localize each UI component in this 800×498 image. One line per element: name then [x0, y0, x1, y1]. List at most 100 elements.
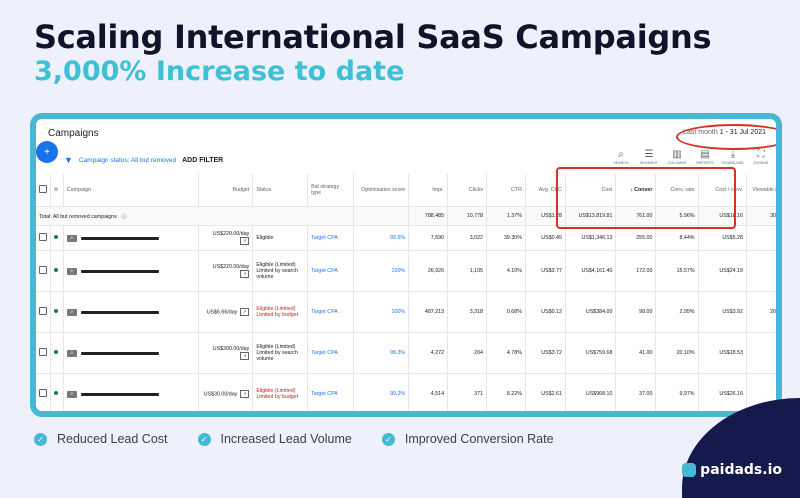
row-status-cell [50, 225, 64, 251]
row-status-cell [50, 291, 64, 333]
cost-cell: US$1,346.13 [565, 225, 617, 251]
campaign-cell[interactable]: ⌕ [63, 250, 199, 292]
conv-rate-cell: 2.95% [655, 291, 699, 333]
col-clicks[interactable]: Clicks [447, 174, 487, 207]
redacted-campaign-name [80, 392, 159, 396]
status-dot-header [50, 174, 64, 207]
row-checkbox[interactable] [39, 307, 47, 315]
optimisation-cell[interactable]: 99.3% [353, 332, 410, 374]
table-row[interactable]: ⌕ US$6.66/day ↗ Eligible (Limited) Limite… [36, 291, 776, 333]
date-highlight-ellipse [676, 124, 776, 150]
campaign-cell[interactable]: ⌕ [63, 291, 199, 333]
cost-conv-cell: US$3.92 [698, 291, 747, 333]
segment-tool-button[interactable]: ☰ SEGMENT [638, 149, 660, 165]
budget-value: US$220.00/day [212, 264, 250, 270]
optimisation-cell[interactable]: 100% [353, 250, 410, 292]
benefit-label: Reduced Lead Cost [57, 432, 168, 446]
chart-icon[interactable]: ↗ [240, 352, 250, 360]
cost-conv-cell: US$5.28 [698, 225, 747, 251]
impr-cell: 7,690 [408, 225, 449, 251]
bid-strategy-cell[interactable]: Target CPA [307, 225, 355, 251]
optimisation-cell[interactable]: 99.2% [353, 373, 410, 411]
col-conversions[interactable]: ↓ Conver [615, 174, 657, 207]
col-status[interactable]: Status [252, 174, 309, 207]
conv-rate-cell: 8.44% [655, 225, 699, 251]
row-status-cell [50, 250, 64, 292]
columns-tool-button[interactable]: ▥ COLUMNS [666, 149, 688, 165]
download-tool-button[interactable]: ⤓ DOWNLOAD [722, 149, 744, 165]
row-select-cell[interactable] [36, 373, 52, 411]
campaign-cell[interactable]: ⌕ [63, 373, 199, 411]
total-cpc: US$1.28 [525, 206, 566, 226]
chart-icon[interactable]: ↗ [240, 308, 250, 316]
budget-value: US$30.00/day [203, 391, 238, 398]
row-checkbox[interactable] [39, 389, 47, 397]
benefits-list: ✓ Reduced Lead Cost ✓ Increased Lead Vol… [34, 432, 554, 446]
campaign-cell[interactable]: ⌕ [63, 332, 199, 374]
row-checkbox[interactable] [39, 266, 47, 274]
viewable-cell: 0 [746, 225, 776, 251]
expand-tool-button[interactable]: ⛶ EXPAND [750, 149, 772, 165]
reports-icon: ▤ [700, 149, 710, 160]
download-icon: ⤓ [730, 149, 736, 160]
table-row[interactable]: ⌕ US$220.00/day↗ Eligible (Limited) Limi… [36, 250, 776, 292]
add-filter-button[interactable]: ADD FILTER [182, 156, 224, 164]
redacted-campaign-name [80, 269, 159, 273]
select-all-checkbox[interactable] [39, 185, 47, 193]
bid-strategy-cell[interactable]: Target CPA [307, 291, 355, 333]
budget-cell[interactable]: US$200.00/day↗ [198, 332, 254, 374]
bid-strategy-cell[interactable]: Target CPA [307, 250, 355, 292]
col-impr[interactable]: Impr. [408, 174, 449, 207]
optimisation-cell[interactable]: 99.5% [353, 225, 410, 251]
brand-name: paidads.io [700, 462, 782, 478]
budget-value: US$6.66/day [206, 309, 238, 316]
redacted-campaign-name [80, 236, 159, 240]
col-avg-cpc[interactable]: Avg. CPC [525, 174, 566, 207]
filter-icon[interactable]: ▼ [64, 155, 73, 165]
reports-tool-button[interactable]: ▤ REPORTS [694, 149, 716, 165]
bid-strategy-cell[interactable]: Target CPA [307, 373, 355, 411]
budget-cell[interactable]: US$6.66/day ↗ [198, 291, 254, 333]
enabled-dot-icon [54, 268, 59, 272]
total-opt [353, 206, 410, 226]
filter-status[interactable]: Campaign status: All but removed [78, 156, 177, 164]
budget-cell[interactable]: US$220.00/day↗ [198, 250, 254, 292]
col-budget[interactable]: Budget [198, 174, 254, 207]
search-tool-button[interactable]: ⌕ SEARCH [610, 149, 632, 165]
row-checkbox[interactable] [39, 233, 47, 241]
col-cost[interactable]: Cost [565, 174, 617, 207]
row-select-cell[interactable] [36, 250, 52, 292]
col-ctr[interactable]: CTR [486, 174, 526, 207]
col-bid-strategy[interactable]: Bid strategy type [307, 174, 355, 207]
chart-icon[interactable]: ↗ [240, 237, 250, 245]
row-checkbox[interactable] [39, 348, 47, 356]
total-viewable: 304,717 [746, 206, 776, 226]
budget-cell[interactable]: US$30.00/day ↗ [198, 373, 254, 411]
chart-icon[interactable]: ↗ [240, 390, 250, 398]
table-row[interactable]: ⌕ US$220.00/day↗ Eligible Target CPA 99.… [36, 225, 776, 251]
add-campaign-button[interactable]: + [36, 141, 58, 163]
col-conv-rate[interactable]: Conv. rate [655, 174, 699, 207]
status-cell: Eligible (Limited) Limited by search vol… [252, 332, 309, 374]
impr-cell: 4,272 [408, 332, 449, 374]
col-campaign[interactable]: Campaign [63, 174, 199, 207]
row-select-cell[interactable] [36, 332, 52, 374]
row-select-cell[interactable] [36, 225, 52, 251]
table-row[interactable]: ⌕ US$30.00/day ↗ Eligible (Limited) Limit… [36, 373, 776, 411]
table-row[interactable]: ⌕ US$200.00/day↗ Eligible (Limited) Limi… [36, 332, 776, 374]
col-viewable-impr[interactable]: Viewable impr. [746, 174, 776, 207]
row-select-cell[interactable] [36, 291, 52, 333]
clicks-cell: 3,318 [447, 291, 487, 333]
cost-conv-cell: US$24.19 [698, 250, 747, 292]
tool-label: COLUMNS [667, 161, 687, 165]
chart-icon[interactable]: ↗ [240, 270, 250, 278]
col-optimisation[interactable]: Optimisation score [353, 174, 410, 207]
campaign-cell[interactable]: ⌕ [63, 225, 199, 251]
select-all-cell[interactable] [36, 174, 52, 207]
budget-cell[interactable]: US$220.00/day↗ [198, 225, 254, 251]
bid-strategy-cell[interactable]: Target CPA [307, 332, 355, 374]
expand-icon: ⛶ [757, 149, 765, 160]
help-icon[interactable]: ⓘ [121, 214, 127, 220]
col-cost-per-conv[interactable]: Cost / conv. [698, 174, 747, 207]
optimisation-cell[interactable]: 100% [353, 291, 410, 333]
